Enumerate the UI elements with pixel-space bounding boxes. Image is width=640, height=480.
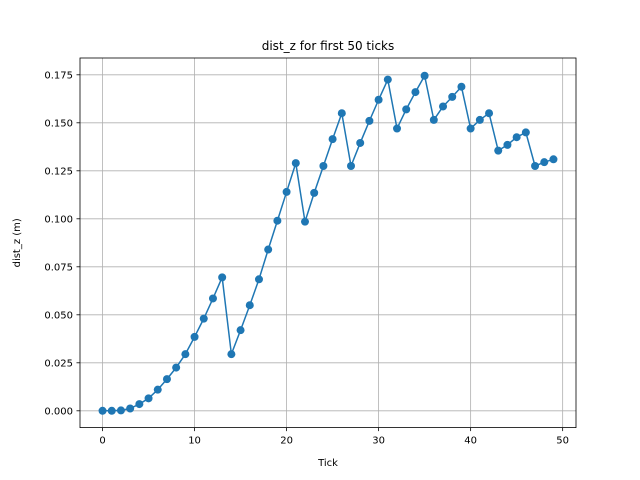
axis-ticks: 0 10 20 30 40 50 0.000 0.025 0.050 0.075 0.100 0.12…: [44, 70, 569, 446]
data-point: [135, 400, 144, 409]
data-point: [503, 140, 512, 149]
data-point: [457, 82, 466, 91]
data-point: [512, 133, 521, 142]
data-point: [181, 350, 190, 359]
data-point: [521, 128, 530, 137]
data-point: [531, 162, 540, 170]
data-point: [208, 294, 217, 303]
y-axis-label: dist_z (m): [12, 218, 23, 267]
data-point: [439, 102, 448, 111]
data-point: [153, 385, 162, 394]
data-point: [494, 146, 503, 155]
data-point: [448, 92, 457, 101]
data-point: [107, 406, 116, 415]
data-point: [383, 75, 392, 84]
data-point: [245, 301, 254, 310]
data-point: [273, 216, 282, 225]
x-tick-label: 20: [280, 436, 293, 447]
data-point: [190, 332, 199, 341]
data-point: [540, 158, 549, 167]
data-point: [374, 95, 383, 104]
data-point: [429, 115, 438, 124]
data-point: [420, 71, 429, 80]
data-point: [116, 406, 125, 415]
data-point: [310, 188, 319, 197]
data-point: [411, 88, 420, 97]
data-point: [300, 217, 309, 226]
series-group: [98, 71, 558, 415]
y-tick-label: 0.000: [44, 406, 73, 417]
data-point: [162, 375, 171, 384]
data-point: [236, 326, 245, 335]
data-point: [466, 124, 475, 133]
plot-frame: [79, 57, 577, 429]
data-point: [475, 115, 484, 124]
x-tick-label: 40: [464, 436, 477, 447]
data-point: [144, 394, 153, 403]
grid-lines: [80, 58, 576, 428]
data-point: [485, 109, 494, 118]
chart-title: dist_z for first 50 ticks: [262, 39, 395, 53]
y-tick-label: 0.175: [44, 70, 73, 81]
data-point: [365, 116, 374, 125]
x-tick-label: 30: [372, 436, 385, 447]
data-point: [254, 275, 263, 284]
data-point: [356, 138, 365, 147]
data-point: [347, 162, 356, 170]
data-point: [328, 135, 337, 144]
y-tick-label: 0.075: [44, 262, 73, 273]
y-tick-label: 0.100: [44, 214, 73, 225]
data-point: [402, 105, 411, 114]
x-tick-label: 10: [188, 436, 201, 447]
data-point: [126, 404, 135, 413]
data-point: [227, 350, 236, 359]
data-point: [319, 162, 328, 170]
data-point: [218, 273, 227, 282]
x-tick-label: 50: [556, 436, 569, 447]
data-point: [549, 155, 558, 164]
data-point: [282, 187, 291, 196]
data-point: [172, 363, 181, 372]
data-point: [393, 124, 402, 133]
y-tick-label: 0.050: [44, 310, 73, 321]
data-point: [264, 245, 273, 254]
data-point: [199, 314, 208, 323]
y-tick-label: 0.150: [44, 118, 73, 129]
y-tick-label: 0.025: [44, 358, 73, 369]
x-tick-label: 0: [99, 436, 105, 447]
y-tick-label: 0.125: [44, 166, 73, 177]
data-point: [291, 159, 300, 168]
x-axis-label: Tick: [317, 458, 338, 469]
data-point: [337, 109, 346, 118]
data-point: [98, 406, 107, 415]
